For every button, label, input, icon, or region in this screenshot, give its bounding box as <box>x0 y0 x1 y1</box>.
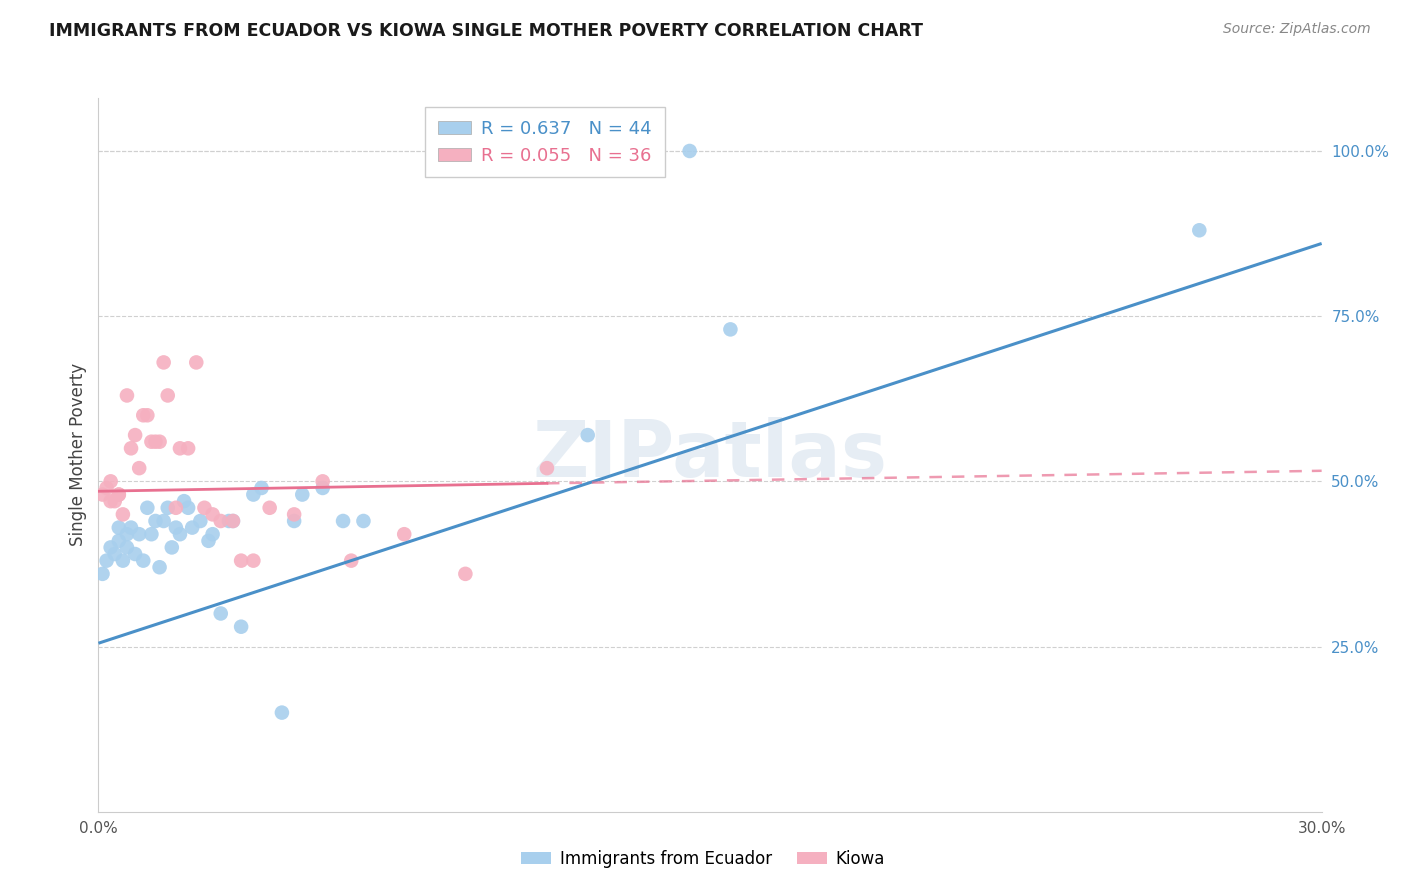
Point <box>111 508 134 522</box>
Legend: Immigrants from Ecuador, Kiowa: Immigrants from Ecuador, Kiowa <box>515 844 891 875</box>
Point <box>165 520 187 534</box>
Point <box>115 541 138 555</box>
Point <box>100 494 122 508</box>
Point <box>291 487 314 501</box>
Point <box>100 541 122 555</box>
Point <box>679 144 702 158</box>
Point <box>242 487 264 501</box>
Point <box>128 527 150 541</box>
Point <box>193 500 215 515</box>
Point <box>186 355 208 369</box>
Point <box>91 566 114 581</box>
Point <box>149 434 172 449</box>
Point <box>173 494 195 508</box>
Point <box>100 475 122 489</box>
Point <box>115 527 138 541</box>
Point <box>270 706 294 720</box>
Point <box>169 527 191 541</box>
Point <box>108 520 131 534</box>
Point <box>104 547 127 561</box>
Point <box>283 508 305 522</box>
Point <box>132 409 155 423</box>
Point <box>222 514 245 528</box>
Point <box>108 533 131 548</box>
Point <box>128 461 150 475</box>
Point <box>160 541 183 555</box>
Point <box>218 514 240 528</box>
Point <box>141 434 163 449</box>
Text: ZIPatlas: ZIPatlas <box>533 417 887 493</box>
Point <box>231 554 253 568</box>
Point <box>340 554 363 568</box>
Point <box>536 461 558 475</box>
Point <box>96 554 118 568</box>
Point <box>149 560 172 574</box>
Point <box>201 508 224 522</box>
Point <box>576 428 599 442</box>
Point <box>312 481 335 495</box>
Point <box>283 514 305 528</box>
Point <box>169 442 191 456</box>
Point <box>124 547 146 561</box>
Point <box>91 487 114 501</box>
Point <box>120 442 142 456</box>
Point <box>250 481 273 495</box>
Point <box>152 355 174 369</box>
Point <box>720 322 742 336</box>
Text: Source: ZipAtlas.com: Source: ZipAtlas.com <box>1223 22 1371 37</box>
Point <box>111 554 134 568</box>
Point <box>145 514 167 528</box>
Y-axis label: Single Mother Poverty: Single Mother Poverty <box>69 363 87 547</box>
Point <box>156 388 179 402</box>
Point <box>209 607 232 621</box>
Point <box>96 481 118 495</box>
Text: IMMIGRANTS FROM ECUADOR VS KIOWA SINGLE MOTHER POVERTY CORRELATION CHART: IMMIGRANTS FROM ECUADOR VS KIOWA SINGLE … <box>49 22 924 40</box>
Point <box>132 554 155 568</box>
Point <box>145 434 167 449</box>
Point <box>124 428 146 442</box>
Point <box>136 409 159 423</box>
Point <box>156 500 179 515</box>
Point <box>222 514 245 528</box>
Point <box>108 487 131 501</box>
Point <box>115 388 138 402</box>
Point <box>165 500 187 515</box>
Point <box>242 554 264 568</box>
Point <box>201 527 224 541</box>
Point <box>141 527 163 541</box>
Point <box>1188 223 1211 237</box>
Legend: R = 0.637   N = 44, R = 0.055   N = 36: R = 0.637 N = 44, R = 0.055 N = 36 <box>426 107 665 178</box>
Point <box>181 520 204 534</box>
Point <box>104 494 127 508</box>
Point <box>231 620 253 634</box>
Point <box>392 527 416 541</box>
Point <box>197 533 219 548</box>
Point <box>454 566 477 581</box>
Point <box>136 500 159 515</box>
Point <box>120 520 142 534</box>
Point <box>312 475 335 489</box>
Point <box>259 500 281 515</box>
Point <box>177 442 200 456</box>
Point <box>108 487 131 501</box>
Point <box>332 514 354 528</box>
Point <box>188 514 212 528</box>
Point <box>352 514 374 528</box>
Point <box>152 514 174 528</box>
Point <box>177 500 200 515</box>
Point <box>209 514 232 528</box>
